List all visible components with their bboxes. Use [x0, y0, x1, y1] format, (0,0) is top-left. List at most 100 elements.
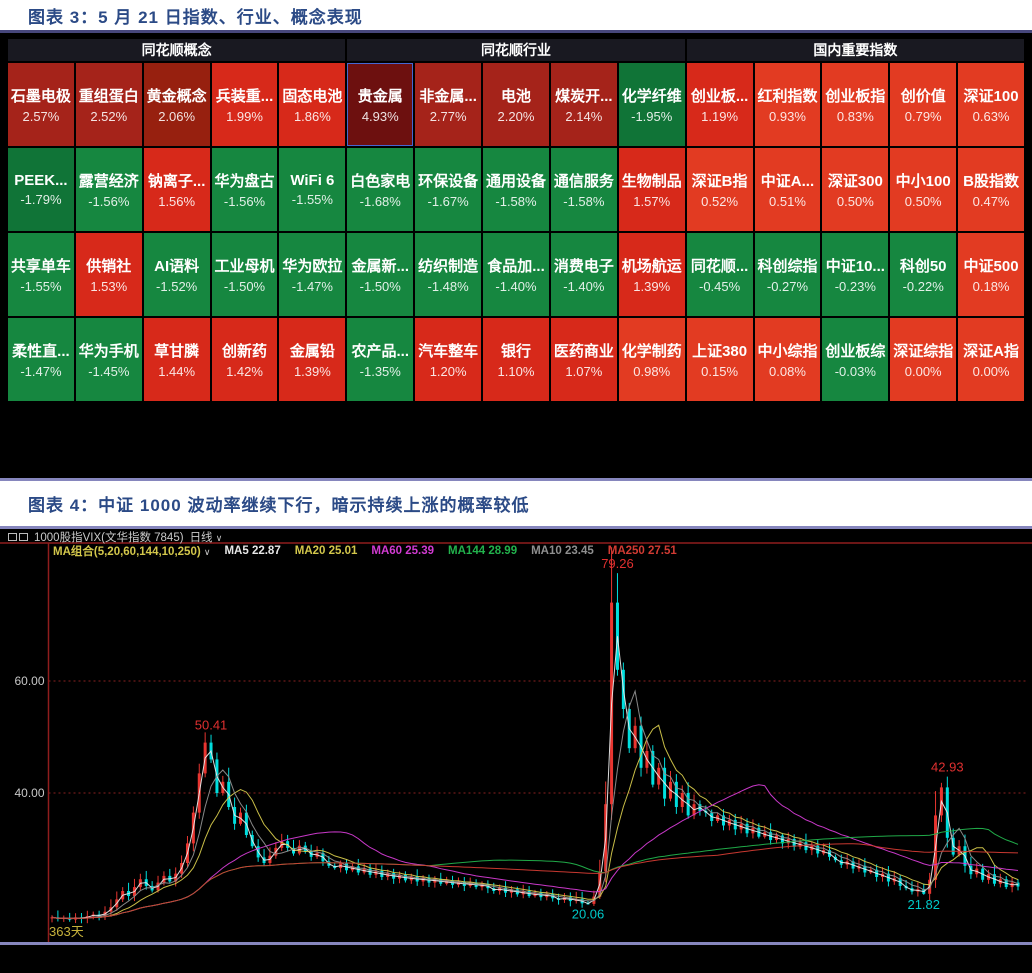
cell-value: -0.23%	[834, 279, 876, 294]
cell-value: 0.15%	[701, 364, 739, 379]
cell-name: 金属铅	[289, 343, 335, 360]
figure4-bottom-rule	[0, 942, 1032, 945]
heatmap-cell[interactable]: WiFi 6 -1.55%	[279, 148, 346, 231]
heatmap-cell[interactable]: 重组蛋白 2.52%	[75, 63, 142, 146]
ma-legend-items: MA5 22.87 MA20 25.01 MA60 25.39 MA144 28.99…	[224, 545, 690, 557]
heatmap-cell[interactable]: 共享单车 -1.55%	[8, 233, 74, 316]
heatmap-cell[interactable]: 煤炭开... 2.14%	[550, 63, 617, 146]
cell-value: -1.56%	[88, 194, 130, 209]
cell-value: 1.56%	[158, 194, 196, 209]
heatmap-cell[interactable]: 中小综指 0.08%	[754, 318, 821, 401]
cell-name: 创价值	[900, 88, 946, 105]
heatmap-cell[interactable]: 中证500 0.18%	[958, 233, 1024, 316]
heatmap-cell[interactable]: 钠离子... 1.56%	[143, 148, 210, 231]
heatmap-cell[interactable]: 纺织制造 -1.48%	[415, 233, 482, 316]
heatmap-cell[interactable]: 电池 2.20%	[483, 63, 549, 146]
cell-value: -1.35%	[359, 364, 401, 379]
heatmap-cell[interactable]: 科创综指 -0.27%	[754, 233, 821, 316]
ma-legend-item: MA60 25.39	[371, 544, 435, 557]
heatmap-cell[interactable]: 金属新... -1.50%	[347, 233, 414, 316]
heatmap-cell[interactable]: 华为手机 -1.45%	[75, 318, 142, 401]
heatmap-cell[interactable]: 草甘膦 1.44%	[143, 318, 210, 401]
heatmap-cell[interactable]: 供销社 1.53%	[75, 233, 142, 316]
annotation-label: 50.41	[195, 718, 228, 733]
cell-value: 0.93%	[769, 109, 806, 124]
cell-name: 同花顺...	[690, 258, 749, 275]
cell-value: -0.45%	[698, 279, 741, 294]
heatmap-cell[interactable]: 上证380 0.15%	[686, 318, 753, 401]
cell-name: 上证380	[692, 343, 748, 360]
heatmap-cell[interactable]: AI语料 -1.52%	[143, 233, 210, 316]
heatmap-cell[interactable]: 通用设备 -1.58%	[483, 148, 549, 231]
cell-name: 科创综指	[757, 258, 818, 275]
cell-value: -1.95%	[631, 109, 673, 124]
cell-value: 0.00%	[972, 364, 1010, 379]
heatmap-cell[interactable]: 通信服务 -1.58%	[550, 148, 617, 231]
heatmap-cell[interactable]: 华为欧拉 -1.47%	[279, 233, 346, 316]
heatmap-cell[interactable]: 深证综指 0.00%	[890, 318, 957, 401]
cell-name: 共享单车	[10, 258, 71, 275]
chevron-down-icon: ∨	[203, 546, 211, 557]
cell-name: 创新药	[222, 343, 268, 360]
cell-value: 0.50%	[904, 194, 942, 209]
heatmap-cell[interactable]: 农产品... -1.35%	[347, 318, 414, 401]
heatmap-cell[interactable]: 创业板综 -0.03%	[822, 318, 889, 401]
heatmap-cell[interactable]: 汽车整车 1.20%	[415, 318, 482, 401]
cell-value: 1.39%	[633, 279, 671, 294]
heatmap-cell[interactable]: 金属铅 1.39%	[279, 318, 346, 401]
heatmap-cell[interactable]: 生物制品 1.57%	[618, 148, 685, 231]
cell-name: 化学制药	[621, 343, 682, 360]
heatmap-cell[interactable]: 机场航运 1.39%	[618, 233, 685, 316]
heatmap-cell[interactable]: 环保设备 -1.67%	[415, 148, 482, 231]
cell-value: 0.51%	[769, 194, 806, 209]
cell-value: 2.77%	[429, 109, 467, 124]
heatmap-cell[interactable]: 化学纤维 -1.95%	[618, 63, 685, 146]
heatmap-cell[interactable]: 红利指数 0.93%	[754, 63, 821, 146]
heatmap-cell[interactable]: 深证A指 0.00%	[958, 318, 1024, 401]
heatmap-cell[interactable]: 中小100 0.50%	[890, 148, 957, 231]
heatmap-cell[interactable]: 白色家电 -1.68%	[347, 148, 414, 231]
cell-value: 2.20%	[497, 109, 535, 124]
period-dropdown[interactable]: 日线 ∨	[189, 531, 223, 544]
heatmap-cell[interactable]: PEEK... -1.79%	[8, 148, 74, 231]
figure3-top-rule	[0, 30, 1032, 33]
cell-name: 银行	[500, 343, 531, 360]
ma-combo-dropdown[interactable]: MA组合(5,20,60,144,10,250) ∨	[53, 545, 211, 558]
cell-name: 中证10...	[825, 258, 885, 275]
heatmap-cell[interactable]: 深证300 0.50%	[822, 148, 889, 231]
heatmap-cell[interactable]: 非金属... 2.77%	[415, 63, 482, 146]
heatmap-cell[interactable]: 固态电池 1.86%	[279, 63, 346, 146]
cell-name: 深证B指	[691, 173, 748, 190]
heatmap-cell[interactable]: 工业母机 -1.50%	[211, 233, 278, 316]
heatmap-cell[interactable]: 创业板指 0.83%	[822, 63, 889, 146]
cell-name: 工业母机	[214, 258, 275, 275]
heatmap-cell[interactable]: 兵装重... 1.99%	[211, 63, 278, 146]
cell-value: -1.47%	[291, 279, 333, 294]
heatmap-cell[interactable]: 科创50 -0.22%	[890, 233, 957, 316]
annotation-label: 20.06	[572, 907, 605, 922]
cell-value: -1.58%	[563, 194, 605, 209]
heatmap-cell[interactable]: 食品加... -1.40%	[483, 233, 549, 316]
heatmap-cell[interactable]: 柔性直... -1.47%	[8, 318, 74, 401]
heatmap-cell[interactable]: 创新药 1.42%	[211, 318, 278, 401]
heatmap-cell[interactable]: 银行 1.10%	[483, 318, 549, 401]
cell-name: 华为欧拉	[282, 258, 343, 275]
heatmap-cell[interactable]: B股指数 0.47%	[958, 148, 1024, 231]
heatmap-cell[interactable]: 华为盘古 -1.56%	[211, 148, 278, 231]
heatmap-cell[interactable]: 消费电子 -1.40%	[550, 233, 617, 316]
heatmap-cell[interactable]: 化学制药 0.98%	[618, 318, 685, 401]
heatmap-cell[interactable]: 同花顺... -0.45%	[686, 233, 753, 316]
heatmap-cell[interactable]: 中证10... -0.23%	[822, 233, 889, 316]
heatmap-cell[interactable]: 深证100 0.63%	[958, 63, 1024, 146]
heatmap-cell[interactable]: 贵金属 4.93%	[347, 63, 414, 146]
heatmap-cell[interactable]: 中证A... 0.51%	[754, 148, 821, 231]
heatmap-cell[interactable]: 石墨电极 2.57%	[8, 63, 74, 146]
cell-value: -1.55%	[20, 279, 62, 294]
heatmap-cell[interactable]: 深证B指 0.52%	[686, 148, 753, 231]
heatmap-cell[interactable]: 创业板... 1.19%	[686, 63, 753, 146]
group-header-concepts: 同花顺概念	[8, 39, 346, 61]
heatmap-cell[interactable]: 露营经济 -1.56%	[75, 148, 142, 231]
heatmap-cell[interactable]: 医药商业 1.07%	[550, 318, 617, 401]
heatmap-cell[interactable]: 创价值 0.79%	[890, 63, 957, 146]
heatmap-cell[interactable]: 黄金概念 2.06%	[143, 63, 210, 146]
